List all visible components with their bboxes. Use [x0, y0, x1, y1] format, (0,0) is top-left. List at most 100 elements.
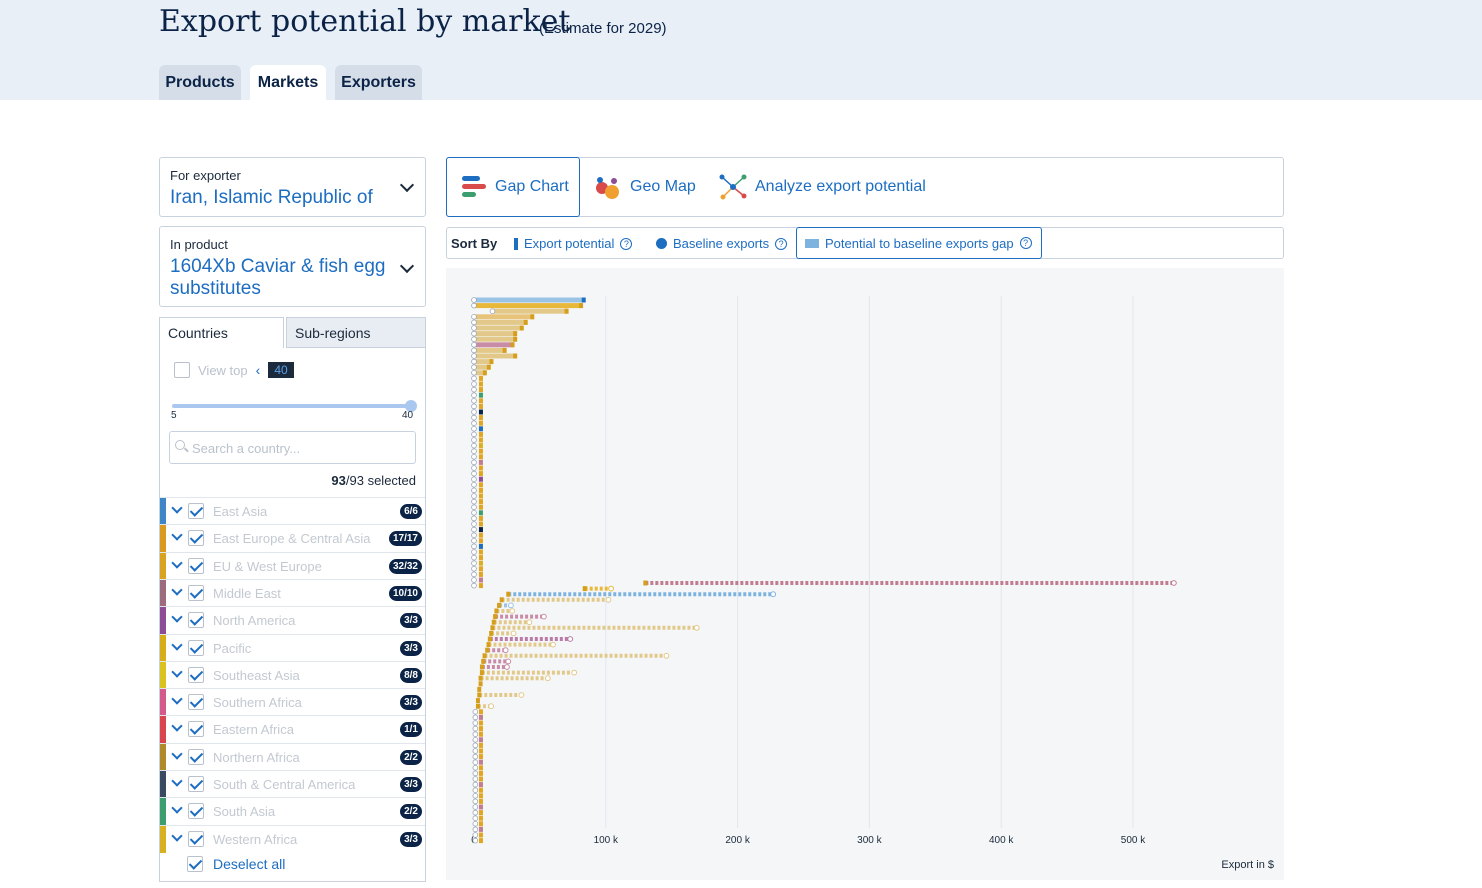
chevron-down-icon[interactable] — [171, 666, 183, 678]
view-top-checkbox[interactable] — [174, 362, 190, 378]
chevron-down-icon[interactable] — [171, 693, 183, 705]
baseline-dot — [471, 358, 477, 365]
region-checkbox[interactable] — [188, 694, 204, 711]
potential-bar — [474, 370, 486, 376]
baseline-dot — [608, 585, 614, 592]
potential-marker — [478, 454, 483, 460]
region-row[interactable]: Southern Africa 3/3 — [160, 688, 425, 717]
chevron-down-icon[interactable] — [171, 638, 183, 651]
chevron-down-icon[interactable] — [171, 556, 183, 569]
view-top-value[interactable]: 40 — [268, 362, 294, 378]
baseline-dot — [471, 370, 477, 376]
potential-marker — [643, 580, 648, 586]
chevron-left-icon[interactable]: ‹ — [255, 362, 261, 378]
analyze-button[interactable]: Analyze export potential — [718, 157, 926, 217]
baseline-dot — [471, 392, 477, 398]
baseline-dot — [472, 731, 479, 738]
region-name: Middle East — [213, 585, 281, 601]
baseline-dot — [471, 414, 477, 421]
baseline-dot — [471, 465, 477, 471]
region-checkbox[interactable] — [188, 557, 204, 574]
sort-gap[interactable]: Potential to baseline exports gap ? — [796, 227, 1042, 259]
potential-marker — [478, 521, 483, 527]
baseline-dot — [472, 837, 479, 844]
baseline-dot — [472, 792, 479, 799]
sort-baseline-exports[interactable]: Baseline exports ? — [656, 236, 788, 251]
region-checkbox[interactable] — [188, 584, 204, 601]
chevron-down-icon[interactable] — [171, 748, 183, 760]
region-checkbox[interactable] — [188, 503, 204, 519]
chevron-down-icon[interactable] — [171, 720, 183, 733]
sort-by-label: Sort By — [451, 236, 498, 251]
region-row[interactable]: East Asia 6/6 — [160, 497, 425, 525]
region-count-badge: 3/3 — [400, 831, 422, 847]
baseline-dot — [471, 398, 477, 404]
potential-marker — [581, 297, 586, 303]
baseline-dot — [472, 809, 479, 816]
region-checkbox[interactable] — [188, 721, 204, 738]
tab-exporters[interactable]: Exporters — [335, 65, 422, 100]
country-search-input[interactable]: Search a country... — [169, 431, 416, 464]
region-checkbox[interactable] — [188, 830, 204, 847]
geo-map-button[interactable]: Geo Map — [592, 157, 696, 217]
region-name: South Asia — [213, 804, 276, 820]
geo-map-icon — [596, 177, 619, 199]
baseline-dot — [471, 526, 477, 533]
deselect-all[interactable]: Deselect all — [187, 856, 285, 872]
view-top-slider[interactable] — [172, 404, 412, 408]
chevron-down-icon[interactable] — [171, 775, 183, 787]
baseline-dot — [505, 658, 512, 665]
region-row[interactable]: Eastern Africa 1/1 — [160, 715, 425, 744]
region-row[interactable]: East Europe & Central Asia 17/17 — [160, 524, 425, 553]
help-icon[interactable]: ? — [775, 237, 788, 250]
chevron-down-icon[interactable] — [171, 829, 183, 842]
region-row[interactable]: Pacific 3/3 — [160, 633, 425, 662]
chevron-down-icon[interactable] — [171, 802, 183, 814]
chevron-down-icon[interactable] — [171, 502, 183, 514]
selected-number: 93 — [331, 473, 346, 488]
product-select[interactable]: In product 1604Xb Caviar & fish egg subs… — [159, 226, 426, 307]
region-checkbox[interactable] — [188, 530, 204, 547]
baseline-dot — [571, 669, 578, 676]
region-row[interactable]: South Asia 2/2 — [160, 797, 425, 826]
gap-chart-button[interactable]: Gap Chart — [446, 157, 580, 217]
chevron-down-icon[interactable] — [171, 584, 183, 596]
region-row[interactable]: Western Africa 3/3 — [160, 824, 425, 853]
region-checkbox[interactable] — [188, 748, 204, 765]
subtab-subregions[interactable]: Sub-regions — [286, 317, 426, 348]
region-row[interactable]: Middle East 10/10 — [160, 578, 425, 607]
help-icon[interactable]: ? — [620, 237, 633, 250]
dot-icon — [656, 238, 667, 249]
tab-markets[interactable]: Markets — [250, 65, 326, 100]
baseline-dot — [471, 554, 477, 561]
potential-marker — [478, 420, 483, 426]
tab-products[interactable]: Products — [159, 65, 241, 100]
region-row[interactable]: South & Central America 3/3 — [160, 770, 425, 798]
region-checkbox[interactable] — [188, 666, 204, 683]
exporter-select[interactable]: For exporter Iran, Islamic Republic of — [159, 157, 426, 217]
help-icon[interactable]: ? — [1019, 237, 1032, 249]
page-title: Export potential by market — [159, 4, 571, 39]
chevron-down-icon[interactable] — [171, 611, 183, 623]
chevron-down-icon[interactable] — [171, 529, 183, 541]
potential-marker — [478, 532, 483, 538]
region-name: Southern Africa — [213, 695, 302, 711]
region-row[interactable]: EU & West Europe 32/32 — [160, 551, 425, 580]
potential-marker — [478, 681, 483, 687]
region-checkbox[interactable] — [188, 776, 204, 792]
region-row[interactable]: North America 3/3 — [160, 606, 425, 635]
region-row[interactable]: Southeast Asia 8/8 — [160, 660, 425, 689]
baseline-dot — [471, 342, 477, 348]
region-checkbox[interactable] — [188, 639, 204, 656]
baseline-dot — [471, 313, 477, 320]
subtab-countries[interactable]: Countries — [159, 317, 284, 348]
region-color-swatch — [160, 771, 166, 798]
region-checkbox[interactable] — [188, 612, 204, 629]
region-checkbox[interactable] — [188, 803, 204, 820]
sort-export-potential[interactable]: Export potential ? — [514, 236, 633, 251]
deselect-checkbox[interactable] — [187, 856, 203, 872]
slider-handle[interactable] — [405, 400, 417, 412]
potential-marker — [513, 336, 518, 342]
baseline-dot — [472, 708, 479, 715]
region-row[interactable]: Northern Africa 2/2 — [160, 742, 425, 771]
